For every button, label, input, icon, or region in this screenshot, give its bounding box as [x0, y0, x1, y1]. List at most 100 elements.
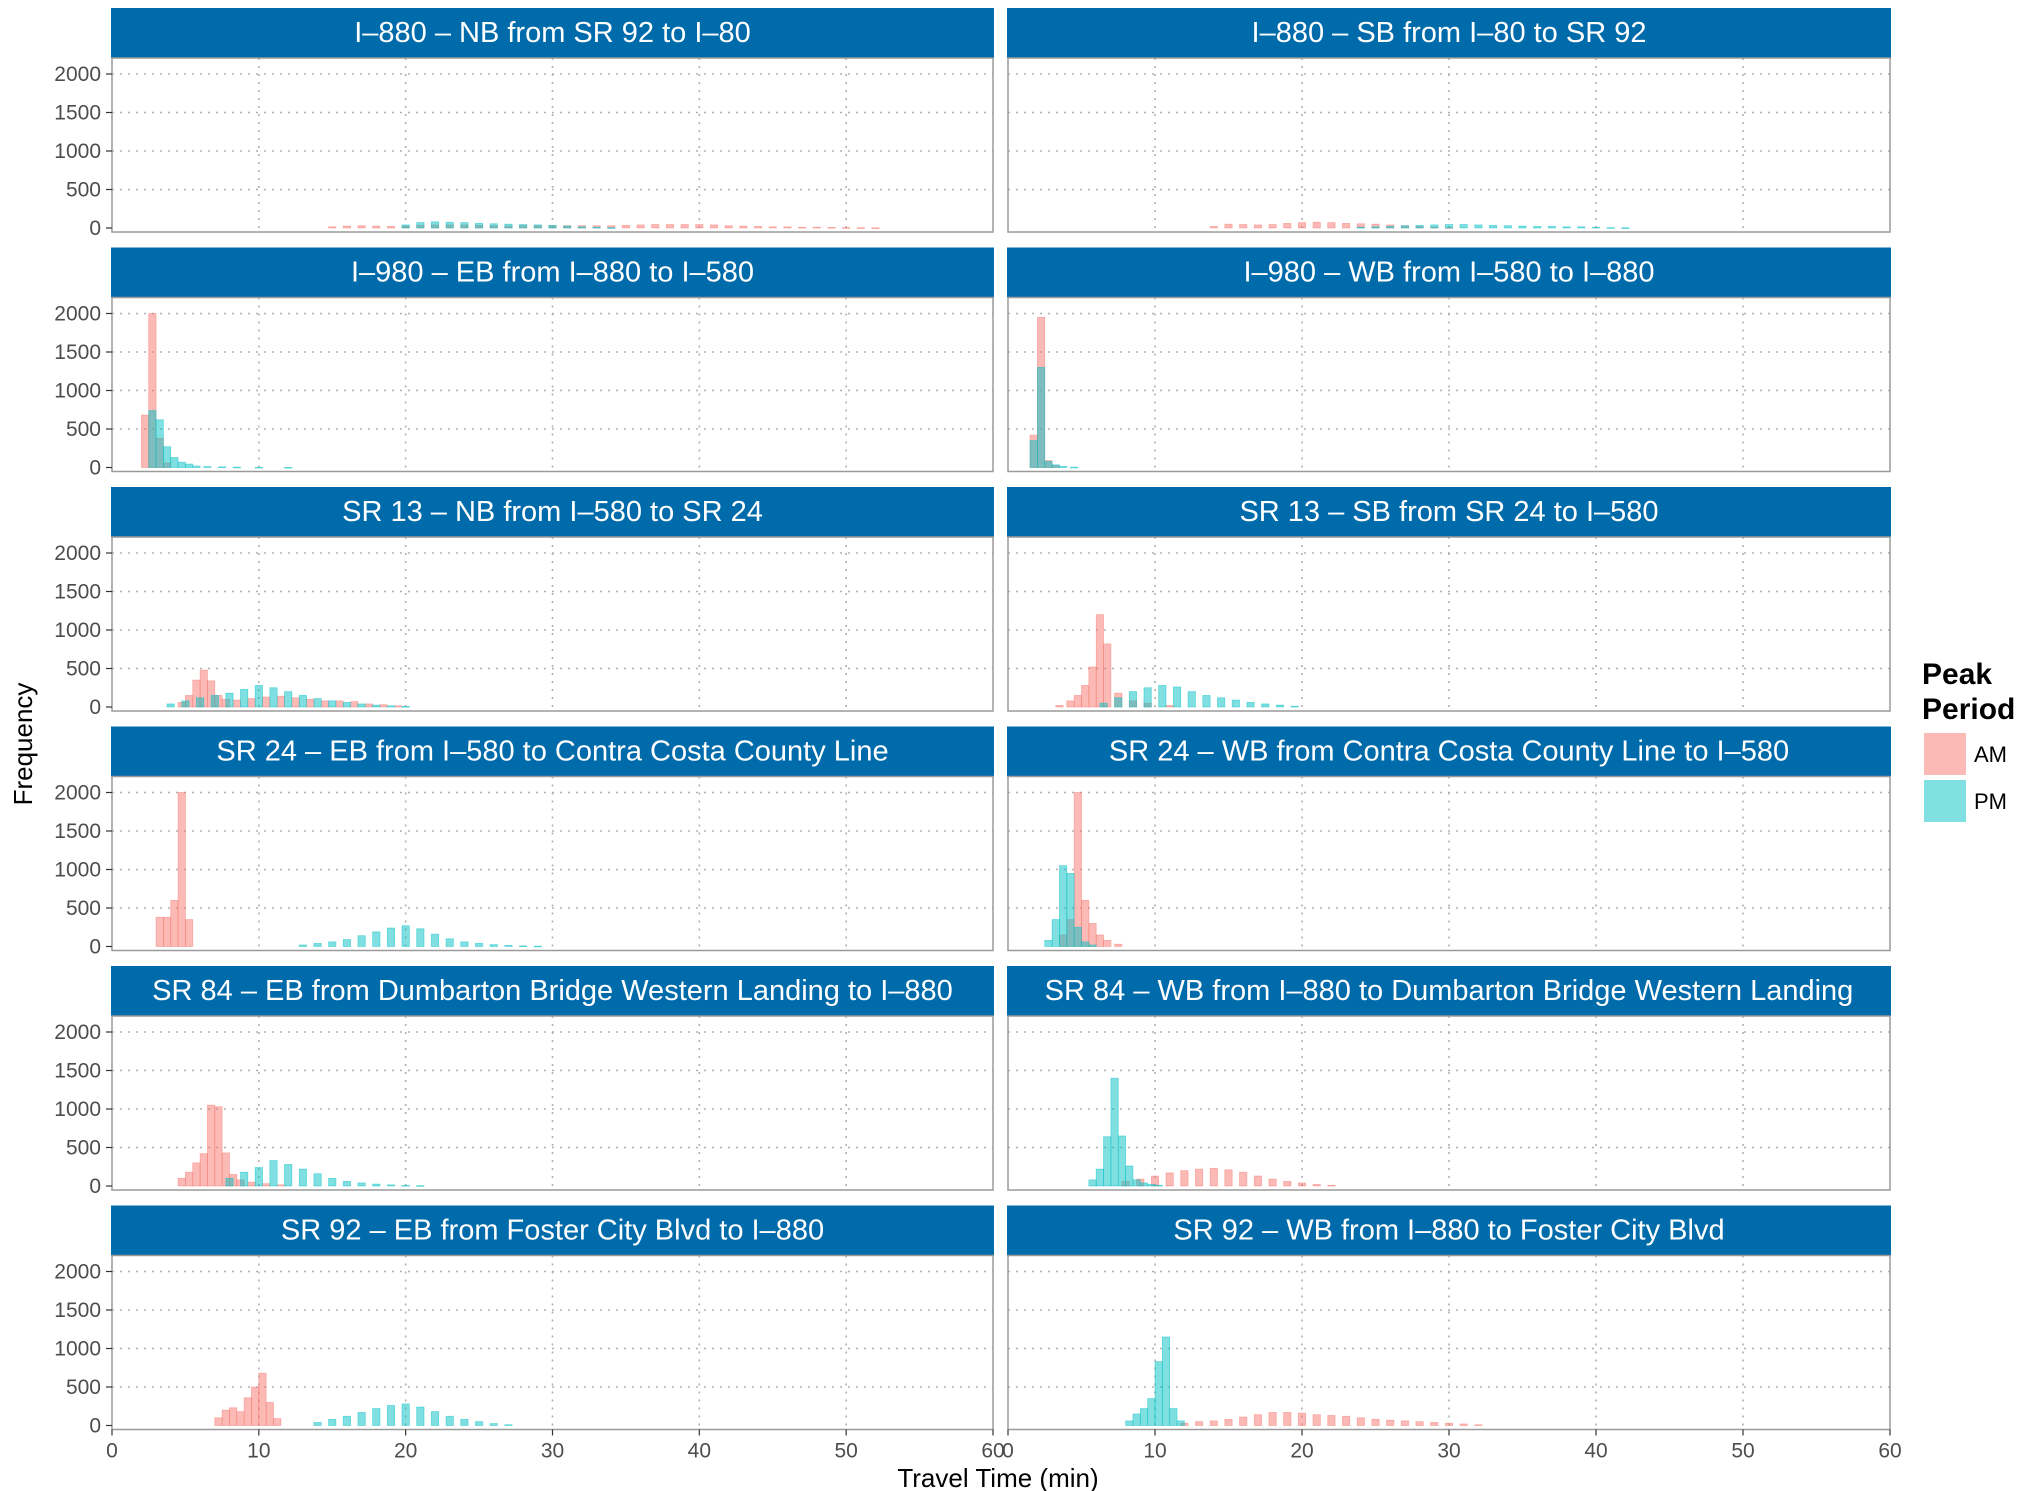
histogram-bar	[306, 698, 315, 708]
facet-strip	[1007, 247, 1891, 298]
histogram-bar	[416, 1185, 425, 1187]
x-tick-label: 60	[981, 1440, 1004, 1463]
histogram-bar	[232, 466, 241, 469]
histogram-bar	[533, 945, 542, 948]
histogram-bar	[254, 685, 263, 708]
histogram-bar	[357, 935, 366, 947]
facet-title: SR 13 – NB from I–580 to SR 24	[342, 496, 763, 528]
histogram-bar	[298, 944, 307, 947]
facet-title: I–880 – NB from SR 92 to I–80	[354, 17, 751, 49]
y-tick-label: 1500	[54, 581, 101, 604]
histogram-bar	[460, 1418, 469, 1426]
series-am	[155, 792, 194, 947]
series-pm	[225, 1160, 425, 1187]
histogram-bar	[1187, 691, 1196, 708]
histogram-bar	[258, 1372, 267, 1426]
facet-panel: SR 84 – EB from Dumbarton Bridge Western…	[54, 966, 994, 1198]
histogram-bar	[1283, 1412, 1292, 1426]
histogram-bar	[1073, 792, 1082, 947]
histogram-bar	[1239, 224, 1248, 229]
histogram-bar	[1154, 1361, 1163, 1426]
legend-key-am	[1924, 733, 1966, 775]
histogram-bar	[1055, 705, 1064, 708]
histogram-bar	[1103, 1136, 1112, 1187]
facet-strip	[1007, 8, 1891, 58]
histogram-bar	[1518, 225, 1527, 229]
histogram-bar	[1268, 1178, 1277, 1187]
y-tick-label: 2000	[54, 542, 101, 565]
histogram-bar	[401, 925, 410, 947]
histogram-bar	[1125, 1165, 1134, 1187]
histogram-bar	[1139, 1408, 1149, 1426]
x-tick-label: 30	[1437, 1440, 1460, 1463]
panel-border	[111, 296, 994, 473]
histogram-bar	[364, 703, 373, 708]
histogram-bar	[232, 699, 241, 708]
panel-border	[111, 775, 994, 952]
histogram-bar	[328, 1418, 337, 1426]
histogram-bar	[372, 704, 381, 708]
histogram-bar	[298, 1168, 307, 1187]
histogram-bar	[1147, 1184, 1156, 1187]
histogram-bar	[192, 1162, 201, 1187]
histogram-bar	[342, 939, 351, 947]
histogram-bar	[460, 222, 469, 229]
series-pm	[1099, 685, 1299, 708]
histogram-bar	[1059, 865, 1068, 947]
x-tick-label: 50	[834, 1440, 857, 1463]
histogram-bar	[192, 465, 201, 468]
facet-panel: SR 24 – WB from Contra Costa County Line…	[1007, 726, 1891, 952]
panel-border	[1007, 296, 1891, 473]
histogram-bar	[1209, 226, 1218, 229]
histogram-bar	[1415, 224, 1424, 229]
facet-title: I–980 – EB from I–880 to I–580	[351, 257, 754, 289]
histogram-bar	[1132, 1413, 1141, 1426]
histogram-bar	[1224, 1169, 1233, 1187]
histogram-bar	[155, 419, 164, 468]
histogram-bar	[489, 1423, 498, 1426]
histogram-bar	[269, 1160, 278, 1187]
series-pm	[1029, 367, 1079, 469]
histogram-bar	[1327, 222, 1336, 229]
x-tick-label: 0	[1002, 1440, 1014, 1463]
histogram-bar	[1231, 699, 1240, 708]
histogram-bar	[1088, 944, 1097, 947]
histogram-bar	[163, 446, 172, 468]
histogram-bar	[1088, 666, 1097, 708]
panel-border	[1007, 57, 1891, 233]
legend-label-am: AM	[1974, 742, 2007, 767]
histogram-bar	[519, 945, 528, 948]
histogram-bar	[1147, 1398, 1156, 1426]
y-tick-label: 500	[66, 658, 101, 681]
facet-title: I–880 – SB from I–80 to SR 92	[1252, 17, 1647, 49]
histogram-bar	[350, 701, 359, 708]
histogram-bar	[1444, 224, 1454, 229]
facet-panel: I–880 – SB from I–80 to SR 92	[1007, 8, 1891, 233]
histogram-bar	[401, 1185, 410, 1187]
series-pm	[1044, 865, 1097, 947]
histogram-bar	[196, 697, 205, 708]
facet-title: SR 13 – SB from SR 24 to I–580	[1239, 496, 1658, 528]
histogram-bar	[1132, 1179, 1141, 1187]
histogram-bar	[1327, 1415, 1336, 1426]
histogram-bar	[1139, 1182, 1149, 1187]
facet-panel: SR 84 – WB from I–880 to Dumbarton Bridg…	[1007, 966, 1891, 1191]
histogram-bar	[1489, 224, 1498, 229]
histogram-bar	[1180, 1170, 1189, 1187]
histogram-bar	[1386, 1419, 1395, 1426]
histogram-bar	[1283, 1181, 1292, 1187]
histogram-bar	[313, 943, 322, 947]
y-tick-label: 1500	[54, 102, 101, 125]
histogram-bar	[386, 226, 396, 229]
histogram-bar	[210, 695, 219, 708]
histogram-bar	[577, 226, 586, 229]
histogram-bar	[284, 466, 293, 469]
series-am	[1121, 1167, 1336, 1187]
histogram-bar	[1268, 224, 1277, 229]
histogram-bar	[416, 222, 425, 229]
histogram-bar	[460, 941, 469, 947]
histogram-bar	[269, 687, 278, 708]
y-tick-label: 1500	[54, 1060, 101, 1083]
facet-panel: I–980 – EB from I–880 to I–580 0 500 1000 15…	[54, 247, 994, 480]
histogram-bar	[1176, 1420, 1185, 1426]
